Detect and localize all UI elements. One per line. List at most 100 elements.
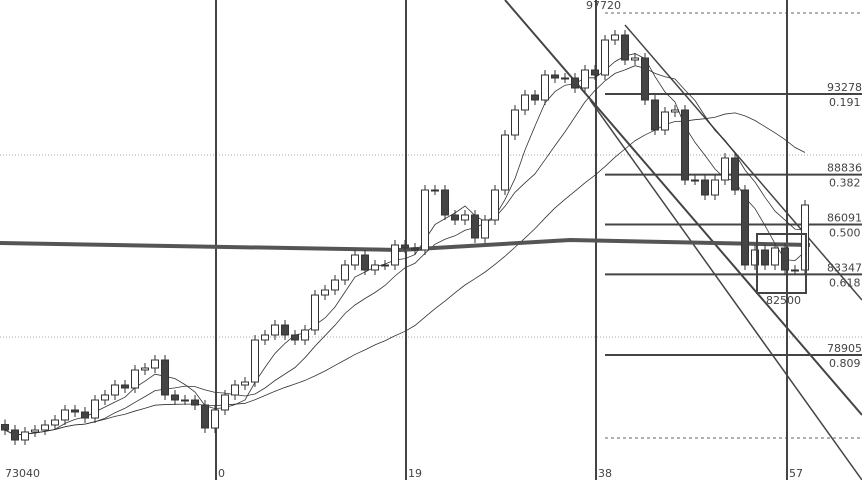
candle-body xyxy=(711,179,719,196)
candle xyxy=(301,324,309,346)
candle xyxy=(611,30,619,46)
candle-body xyxy=(561,77,569,80)
candle xyxy=(641,52,649,105)
candle xyxy=(151,354,159,374)
candle-body xyxy=(441,189,449,216)
vertical-marker-label: 38 xyxy=(598,467,612,480)
candle xyxy=(511,104,519,141)
candle xyxy=(191,395,199,410)
candle-body xyxy=(201,404,209,429)
candle xyxy=(521,90,529,115)
candle-body xyxy=(741,189,749,266)
candle-body xyxy=(531,94,539,101)
candle-body xyxy=(171,394,179,401)
candle-body xyxy=(141,367,149,371)
ma-medium-line xyxy=(4,65,806,436)
fib-ratio-label: 0.618 xyxy=(829,276,861,289)
candle-body xyxy=(691,179,699,182)
candle xyxy=(581,65,589,93)
candle-body xyxy=(211,409,219,429)
candle xyxy=(671,104,679,118)
ma-thick-line xyxy=(0,238,811,252)
candle xyxy=(201,399,209,434)
candle-body xyxy=(661,111,669,131)
candle xyxy=(721,152,729,186)
candle-body xyxy=(351,254,359,266)
candle-body xyxy=(311,294,319,331)
fib-price-label: 88836 xyxy=(827,162,862,175)
candle xyxy=(341,259,349,286)
candle-body xyxy=(701,179,709,196)
candle xyxy=(11,424,19,446)
candle-body xyxy=(51,419,59,426)
candle-body xyxy=(521,94,529,111)
candle-body xyxy=(641,57,649,101)
candle-body xyxy=(451,214,459,221)
candle-body xyxy=(571,77,579,89)
candle xyxy=(81,407,89,423)
candle-body xyxy=(611,34,619,41)
candle xyxy=(461,209,469,225)
candle xyxy=(261,329,269,346)
candle xyxy=(61,404,69,425)
candle-body xyxy=(111,384,119,396)
candle xyxy=(451,209,459,225)
candle-body xyxy=(411,247,419,251)
candle-body xyxy=(601,39,609,76)
candle-body xyxy=(131,369,139,389)
candle xyxy=(731,152,739,195)
candle-body xyxy=(551,74,559,79)
candle xyxy=(211,404,219,434)
candle-body xyxy=(471,214,479,239)
candle-body xyxy=(591,69,599,76)
candle-body xyxy=(481,219,489,239)
candle-body xyxy=(261,334,269,341)
candle-body xyxy=(271,324,279,336)
high-label: 97720 xyxy=(586,0,621,12)
candle xyxy=(491,184,499,225)
candle xyxy=(381,259,389,270)
candle-body xyxy=(31,429,39,433)
candle-body xyxy=(61,409,69,421)
candle-body xyxy=(241,381,249,386)
channel-line-lower xyxy=(589,99,862,480)
candle-body xyxy=(761,249,769,266)
candle-body xyxy=(301,329,309,341)
fib-ratio-label: 0.809 xyxy=(829,357,861,370)
candle xyxy=(591,65,599,80)
candle xyxy=(531,90,539,105)
candle-body xyxy=(541,74,549,101)
candle-body xyxy=(81,411,89,419)
candle-body xyxy=(231,384,239,396)
candle-body xyxy=(1,424,9,431)
fib-ratio-label: 0.500 xyxy=(829,227,861,240)
candle xyxy=(691,175,699,186)
candle xyxy=(141,363,149,376)
fib-ratio-label: 0.191 xyxy=(829,96,861,109)
candle-body xyxy=(671,109,679,113)
candle-body xyxy=(371,264,379,271)
candle-body xyxy=(511,109,519,136)
ma-long-line xyxy=(4,112,806,436)
candle-body xyxy=(381,264,389,267)
candle-body xyxy=(161,359,169,396)
candle-body xyxy=(391,244,399,266)
candle-body xyxy=(781,247,789,271)
candle xyxy=(661,107,669,135)
candle xyxy=(351,250,359,270)
candle xyxy=(441,184,449,220)
candle xyxy=(31,424,39,437)
candle xyxy=(701,175,709,201)
fib-ratio-label: 0.382 xyxy=(829,177,861,190)
candle xyxy=(241,377,249,391)
candle xyxy=(181,395,189,405)
candle xyxy=(761,244,769,270)
candle-body xyxy=(121,384,129,389)
candle xyxy=(601,35,609,80)
candle xyxy=(371,259,379,276)
candle xyxy=(791,265,799,276)
candle xyxy=(411,242,419,255)
candle xyxy=(481,214,489,244)
candle xyxy=(281,320,289,340)
